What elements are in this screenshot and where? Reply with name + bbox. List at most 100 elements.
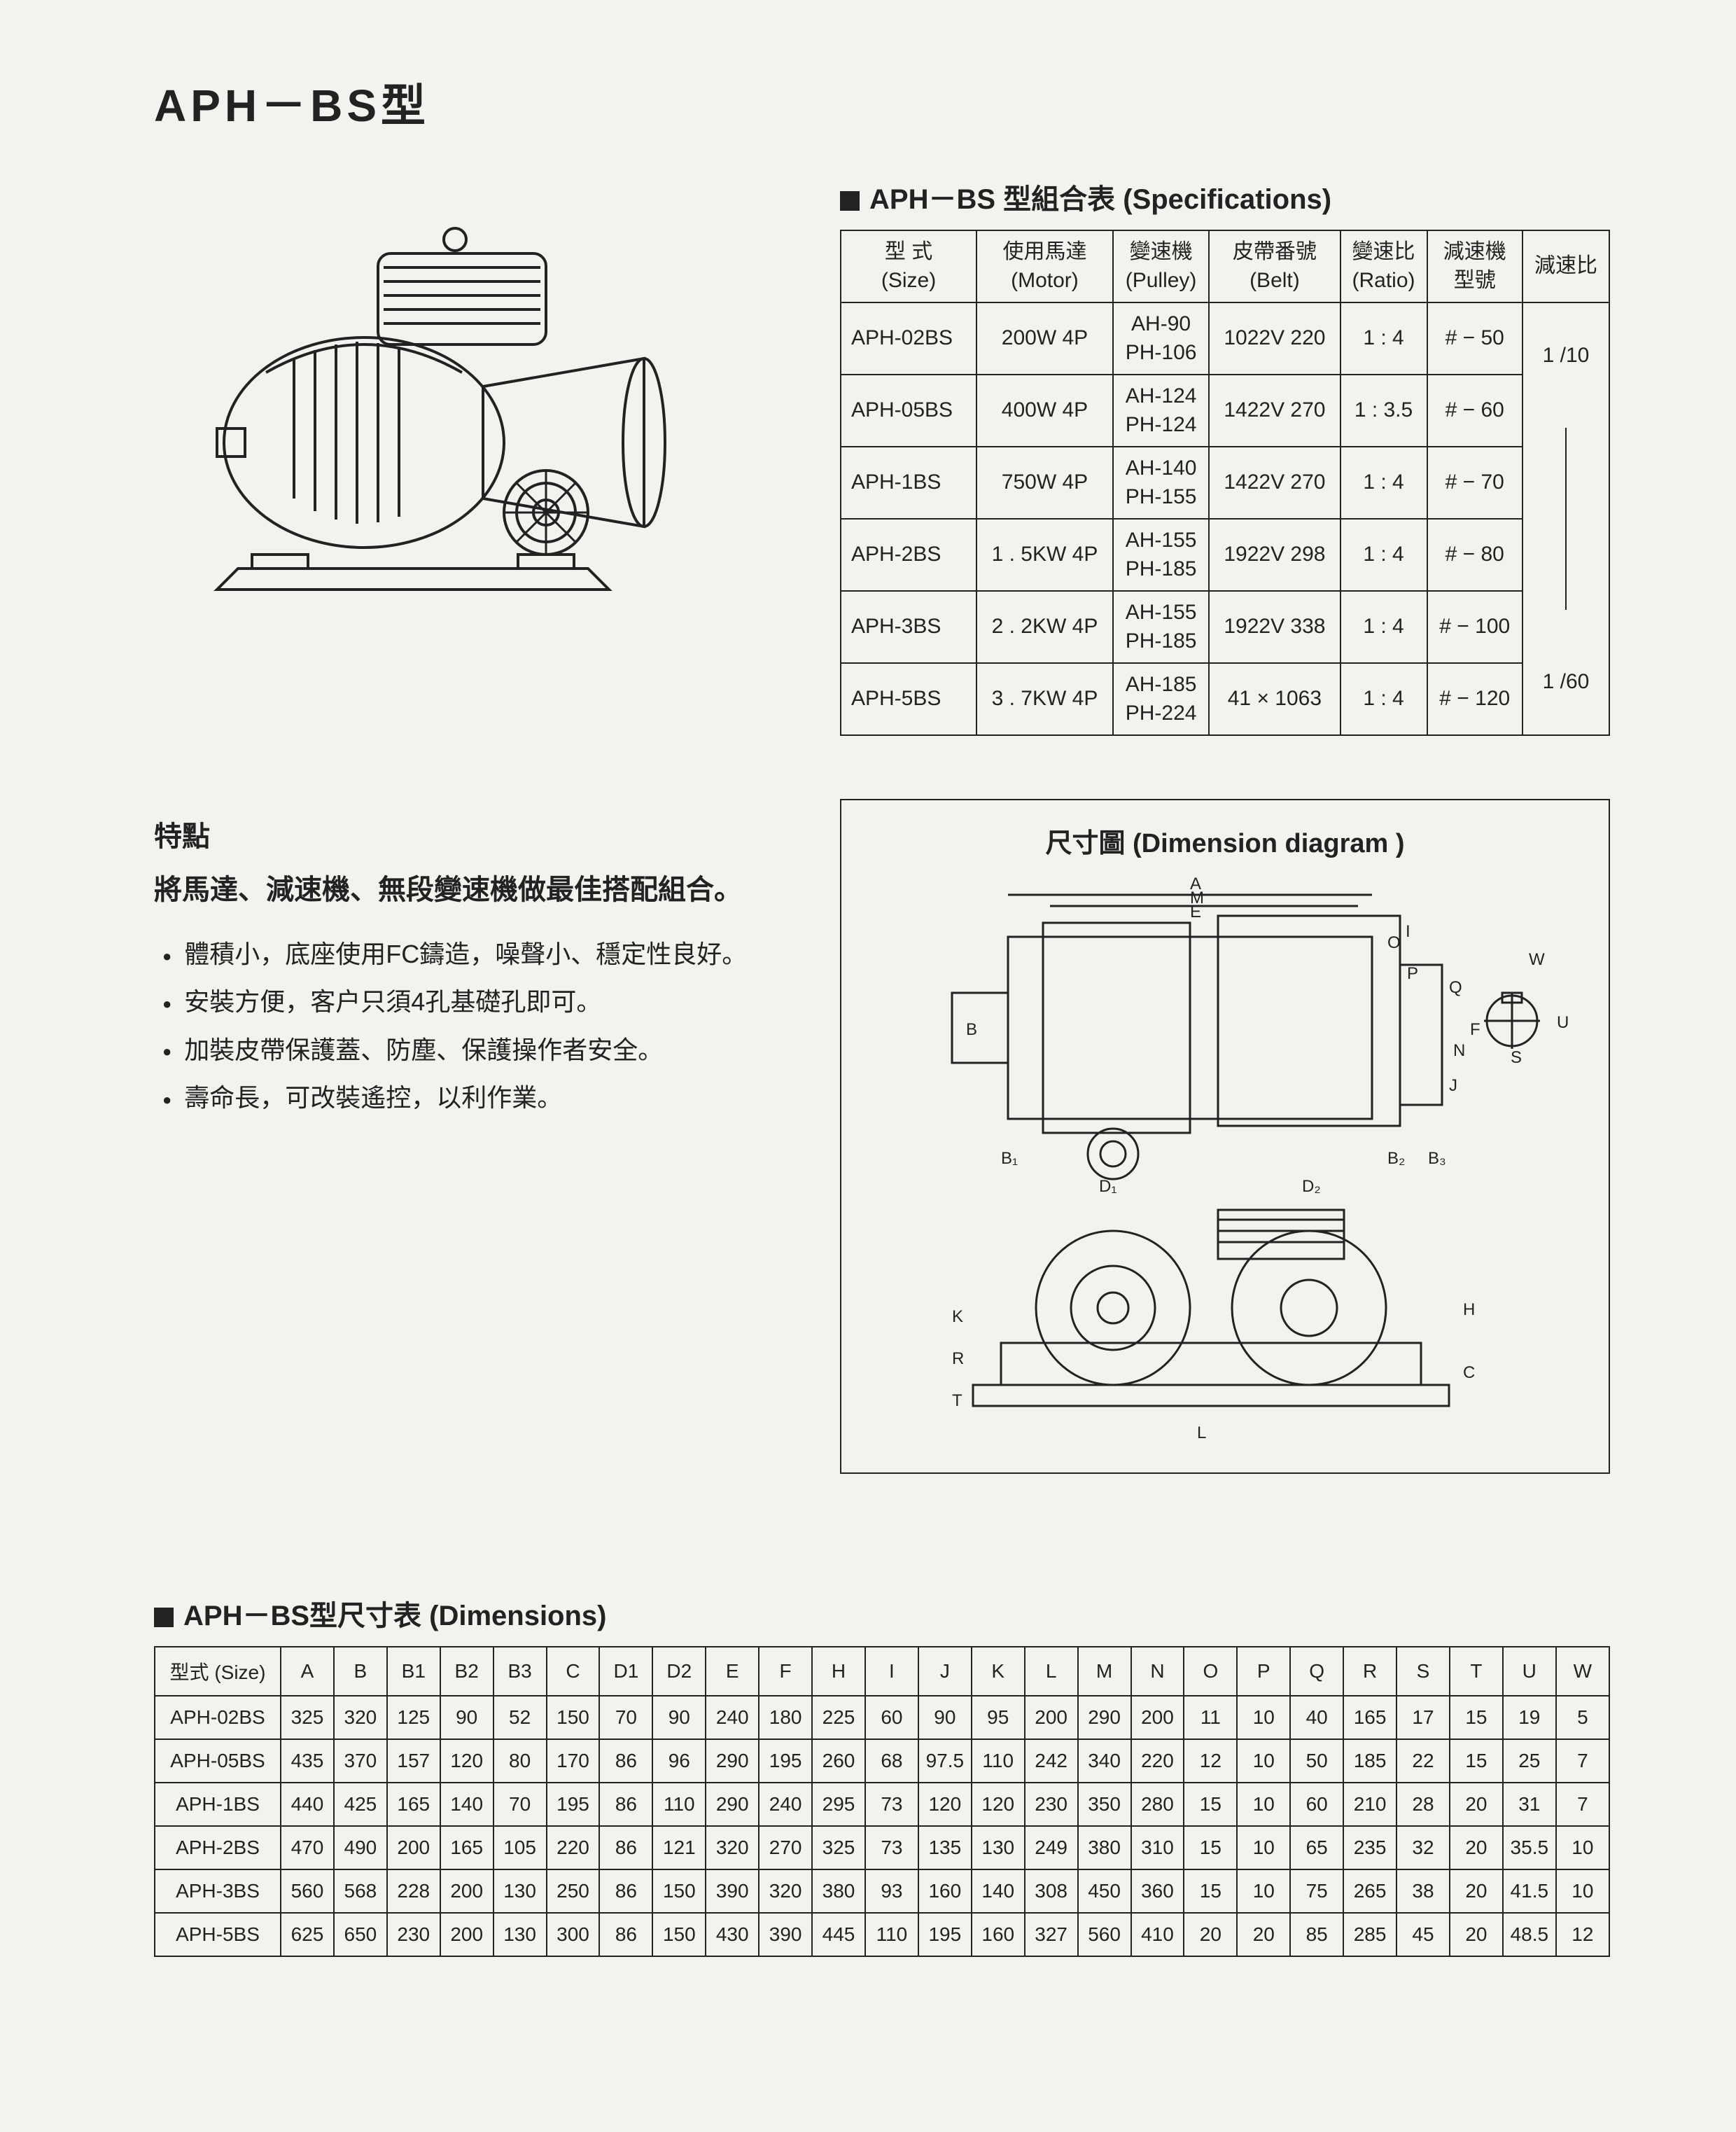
spec-cell: # − 50 [1427,302,1523,375]
spec-row: APH-5BS3 . 7KW 4PAH-185PH-22441 × 10631 … [841,663,1609,735]
dims-cell: 560 [1078,1913,1131,1956]
spec-cell: 400W 4P [976,375,1113,447]
dims-cell: 410 [1131,1913,1184,1956]
dims-header-cell: W [1556,1647,1609,1696]
dims-cell: 86 [599,1869,652,1913]
dims-cell: 200 [387,1826,440,1869]
dims-cell: 327 [1025,1913,1078,1956]
dims-header-cell: B3 [493,1647,547,1696]
feature-item: 加裝皮帶保護蓋、防塵、保護操作者安全。 [162,1026,798,1074]
dimensions-table: 型式 (Size)ABB1B2B3CD1D2EFHIJKLMNOPQRSTUW … [154,1646,1610,1957]
dims-cell: 228 [387,1869,440,1913]
dims-cell: 38 [1396,1869,1450,1913]
dims-cell: 65 [1290,1826,1343,1869]
dims-cell: 10 [1237,1739,1290,1783]
dims-cell: 265 [1343,1869,1396,1913]
spec-cell: APH-05BS [841,375,976,447]
dims-cell: 35.5 [1503,1826,1556,1869]
dims-header-cell: M [1078,1647,1131,1696]
dims-cell: 150 [547,1696,600,1739]
svg-text:C: C [1463,1363,1475,1382]
dims-cell: 200 [1131,1696,1184,1739]
dims-cell: 86 [599,1913,652,1956]
dims-cell: 470 [281,1826,334,1869]
spec-cell: # − 60 [1427,375,1523,447]
dims-header-cell: N [1131,1647,1184,1696]
dims-header-cell: D2 [652,1647,706,1696]
dims-cell: 20 [1450,1913,1503,1956]
spec-cell: 1422V 270 [1209,375,1340,447]
dims-cell: 180 [759,1696,812,1739]
dims-cell: 230 [1025,1783,1078,1826]
dims-cell: 157 [387,1739,440,1783]
spec-cell: 1 : 4 [1340,591,1427,663]
dims-cell: 135 [918,1826,972,1869]
svg-text:J: J [1449,1076,1457,1095]
svg-text:K: K [952,1307,963,1326]
dims-cell: 260 [812,1739,865,1783]
dims-row: APH-2BS470490200165105220861213202703257… [155,1826,1609,1869]
dims-cell: 185 [1343,1739,1396,1783]
svg-text:B₁: B₁ [1001,1149,1018,1168]
spec-row: APH-3BS2 . 2KW 4PAH-155PH-1851922V 3381 … [841,591,1609,663]
spec-cell: 1022V 220 [1209,302,1340,375]
spec-cell: AH-155PH-185 [1113,591,1209,663]
dimensions-heading: APH－BS型尺寸表 (Dimensions) [154,1593,1610,1633]
dims-cell: 140 [440,1783,493,1826]
dims-cell: 242 [1025,1739,1078,1783]
dims-cell: 165 [440,1826,493,1869]
dims-header-cell: J [918,1647,972,1696]
dims-cell: 105 [493,1826,547,1869]
spec-header-cell: 皮帶番號(Belt) [1209,230,1340,302]
dims-cell: 390 [759,1913,812,1956]
spec-cell: APH-3BS [841,591,976,663]
svg-text:W: W [1529,950,1545,969]
spec-row: APH-2BS1 . 5KW 4PAH-155PH-1851922V 2981 … [841,519,1609,591]
spec-cell: 1 : 4 [1340,447,1427,519]
dims-cell: 430 [706,1913,759,1956]
dims-cell: 40 [1290,1696,1343,1739]
dims-cell: 380 [812,1869,865,1913]
dims-cell: 440 [281,1783,334,1826]
dims-cell: 20 [1237,1913,1290,1956]
motor-illustration [154,176,728,625]
dims-cell: 160 [972,1913,1025,1956]
dims-cell: 97.5 [918,1739,972,1783]
spec-cell: APH-2BS [841,519,976,591]
dims-cell: 445 [812,1913,865,1956]
dims-cell: 15 [1184,1826,1237,1869]
spec-cell: AH-155PH-185 [1113,519,1209,591]
dims-cell: 308 [1025,1869,1078,1913]
dims-header-cell: B1 [387,1647,440,1696]
dims-cell: 68 [865,1739,918,1783]
dims-cell: 10 [1556,1869,1609,1913]
dims-header-cell: B [334,1647,387,1696]
spec-cell: 1 : 4 [1340,663,1427,735]
dims-cell: 568 [334,1869,387,1913]
spec-cell: 2 . 2KW 4P [976,591,1113,663]
dims-cell: 195 [918,1913,972,1956]
dims-cell: 120 [918,1783,972,1826]
dims-header-cell: B2 [440,1647,493,1696]
spec-cell: 200W 4P [976,302,1113,375]
dims-cell: 73 [865,1826,918,1869]
spec-cell: AH-124PH-124 [1113,375,1209,447]
dims-cell: 350 [1078,1783,1131,1826]
dims-header-cell: K [972,1647,1025,1696]
dims-cell: 200 [440,1869,493,1913]
dims-cell: 120 [972,1783,1025,1826]
spec-table: 型 式(Size)使用馬達(Motor)變速機(Pulley)皮帶番號(Belt… [840,230,1610,736]
dims-cell: 120 [440,1739,493,1783]
dims-cell: 310 [1131,1826,1184,1869]
dims-cell: 121 [652,1826,706,1869]
dims-cell: 340 [1078,1739,1131,1783]
dims-cell: 140 [972,1869,1025,1913]
dims-cell: 380 [1078,1826,1131,1869]
dims-cell: 12 [1184,1739,1237,1783]
dims-cell: 290 [706,1739,759,1783]
dims-cell: 165 [1343,1696,1396,1739]
spec-cell: # − 80 [1427,519,1523,591]
features-list: 體積小，底座使用FC鑄造，噪聲小、穩定性良好。安裝方便，客户只須4孔基礎孔即可。… [162,931,798,1122]
spec-cell: AH-185PH-224 [1113,663,1209,735]
dims-header-cell: R [1343,1647,1396,1696]
